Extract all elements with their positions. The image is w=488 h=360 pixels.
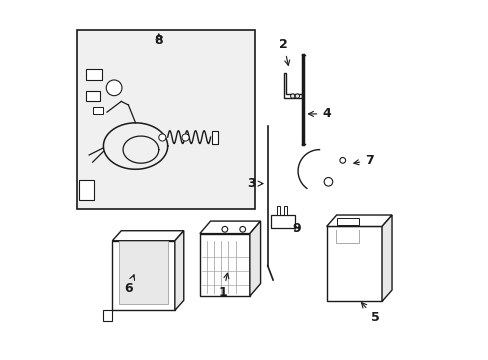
Text: 6: 6: [124, 275, 134, 296]
Circle shape: [290, 94, 294, 98]
Text: 8: 8: [154, 34, 163, 47]
Bar: [85, 69, 102, 80]
Bar: [112, 241, 175, 310]
Polygon shape: [326, 215, 391, 226]
Polygon shape: [103, 310, 112, 321]
Bar: [211, 131, 218, 144]
Polygon shape: [381, 215, 391, 301]
Bar: [283, 206, 287, 215]
Bar: [271, 215, 294, 228]
Circle shape: [159, 134, 165, 141]
Polygon shape: [200, 221, 260, 234]
Bar: [77, 30, 255, 208]
Text: 3: 3: [247, 177, 263, 190]
Bar: [119, 241, 168, 304]
Text: 4: 4: [308, 107, 330, 120]
Bar: [85, 91, 100, 102]
Polygon shape: [283, 73, 301, 98]
Circle shape: [182, 134, 189, 141]
Bar: [93, 107, 103, 114]
Polygon shape: [112, 231, 183, 241]
Bar: [80, 180, 94, 200]
Text: 1: 1: [218, 273, 228, 299]
Polygon shape: [175, 231, 183, 310]
Bar: [200, 234, 249, 296]
Text: 2: 2: [279, 38, 289, 65]
Circle shape: [106, 80, 122, 96]
Bar: [276, 206, 280, 215]
Polygon shape: [249, 221, 260, 296]
Circle shape: [222, 226, 227, 232]
Circle shape: [324, 177, 332, 186]
Text: 9: 9: [291, 222, 300, 235]
Text: 7: 7: [353, 154, 373, 167]
Circle shape: [339, 157, 345, 163]
Bar: [326, 226, 381, 301]
Circle shape: [240, 226, 245, 232]
Text: 5: 5: [361, 303, 379, 324]
Bar: [337, 218, 358, 225]
Circle shape: [295, 94, 299, 98]
